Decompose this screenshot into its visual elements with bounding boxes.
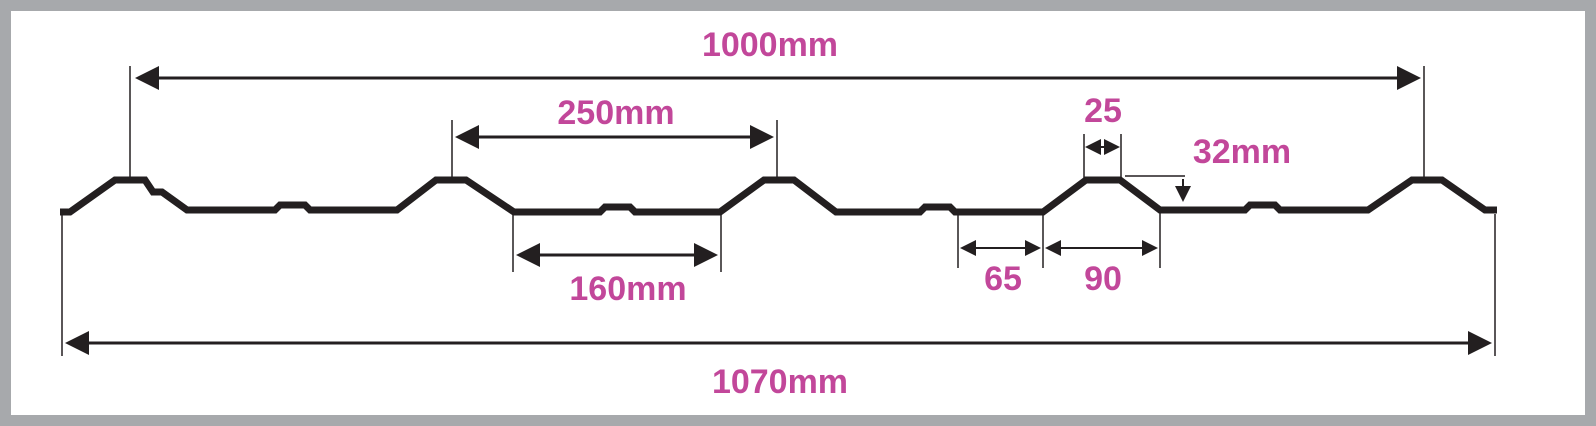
label-25: 25 — [1084, 92, 1122, 130]
small-dimension-lines — [960, 139, 1191, 256]
label-65: 65 — [984, 260, 1022, 298]
label-90: 90 — [1084, 260, 1122, 298]
label-32mm: 32mm — [1193, 133, 1291, 171]
label-250mm: 250mm — [557, 94, 674, 132]
label-1000mm: 1000mm — [702, 26, 838, 64]
extension-lines — [61, 66, 1496, 356]
dimension-lines — [65, 66, 1492, 355]
label-1070mm: 1070mm — [712, 363, 848, 401]
label-160mm: 160mm — [569, 270, 686, 308]
sheet-profile — [60, 176, 1497, 216]
